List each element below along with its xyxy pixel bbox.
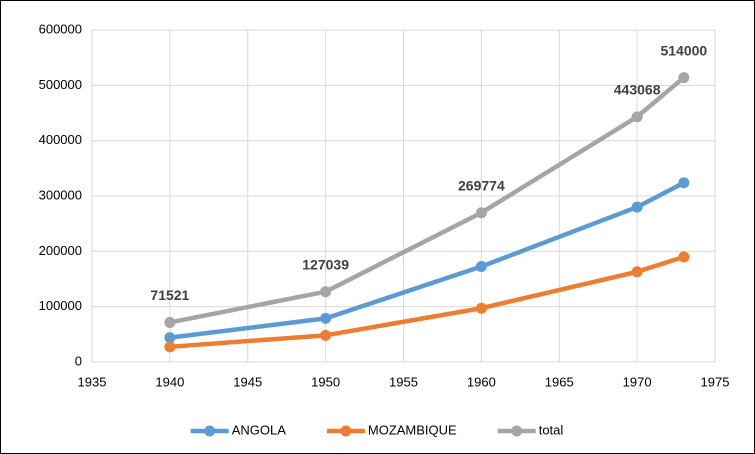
data-point: [320, 286, 332, 298]
x-tick-label: 1965: [545, 374, 574, 389]
y-tick-label: 300000: [39, 187, 82, 202]
data-point: [475, 261, 487, 273]
legend-label: total: [539, 422, 564, 437]
x-tick-label: 1940: [155, 374, 184, 389]
data-point: [631, 201, 643, 213]
data-label: 127039: [302, 256, 349, 272]
data-label: 269774: [458, 177, 505, 193]
data-point: [164, 332, 176, 344]
legend-label: MOZAMBIQUE: [368, 422, 457, 437]
x-tick-label: 1970: [623, 374, 652, 389]
x-tick-label: 1950: [311, 374, 340, 389]
data-point: [678, 72, 690, 84]
x-tick-label: 1975: [701, 374, 730, 389]
data-point: [678, 251, 690, 263]
data-point: [164, 341, 176, 353]
data-point: [631, 111, 643, 123]
x-tick-label: 1945: [233, 374, 262, 389]
x-tick-label: 1935: [78, 374, 107, 389]
x-tick-label: 1960: [467, 374, 496, 389]
data-point: [320, 329, 332, 341]
y-tick-label: 200000: [39, 243, 82, 258]
data-label: 514000: [660, 42, 707, 58]
legend-label: ANGOLA: [232, 422, 287, 437]
legend-swatch-marker: [204, 425, 216, 437]
data-point: [475, 302, 487, 314]
y-tick-label: 500000: [39, 77, 82, 92]
data-point: [475, 207, 487, 219]
legend-swatch-marker: [511, 425, 523, 437]
y-tick-label: 0: [75, 353, 82, 368]
data-point: [631, 266, 643, 278]
data-label: 443068: [614, 82, 661, 98]
x-tick-label: 1955: [389, 374, 418, 389]
y-tick-label: 100000: [39, 298, 82, 313]
y-tick-label: 600000: [39, 21, 82, 36]
data-point: [678, 177, 690, 189]
legend-swatch-marker: [340, 425, 352, 437]
data-point: [164, 316, 176, 328]
y-tick-label: 400000: [39, 132, 82, 147]
data-point: [320, 312, 332, 324]
data-label: 71521: [150, 287, 189, 303]
